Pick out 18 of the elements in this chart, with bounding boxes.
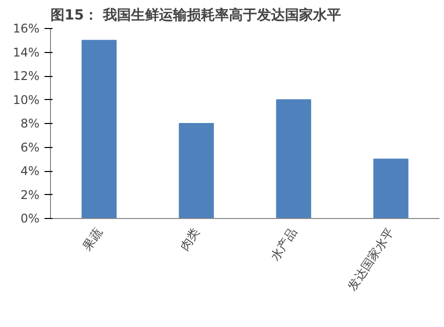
y-tick-label: 2% bbox=[20, 188, 40, 202]
y-tick-label: 6% bbox=[20, 140, 40, 154]
bar bbox=[82, 40, 117, 218]
bar bbox=[178, 123, 214, 218]
bar bbox=[373, 158, 408, 218]
y-tick-label: 16% bbox=[12, 22, 40, 36]
y-tick-label: 12% bbox=[12, 69, 40, 83]
y-tick-label: 4% bbox=[20, 164, 40, 178]
x-tick-label: 肉类 bbox=[177, 226, 202, 254]
chart-title: 图15： 我国生鲜运输损耗率高于发达国家水平 bbox=[50, 6, 341, 24]
y-tick-label: 10% bbox=[12, 92, 40, 107]
x-tick-label: 发达国家水平 bbox=[345, 226, 397, 294]
bar bbox=[276, 99, 312, 218]
y-tick-label: 14% bbox=[12, 45, 40, 60]
y-tick-label: 8% bbox=[20, 116, 40, 130]
x-tick-label: 果蔬 bbox=[80, 226, 105, 254]
y-tick-label: 0% bbox=[20, 212, 40, 226]
x-tick-label: 水产品 bbox=[268, 226, 300, 264]
